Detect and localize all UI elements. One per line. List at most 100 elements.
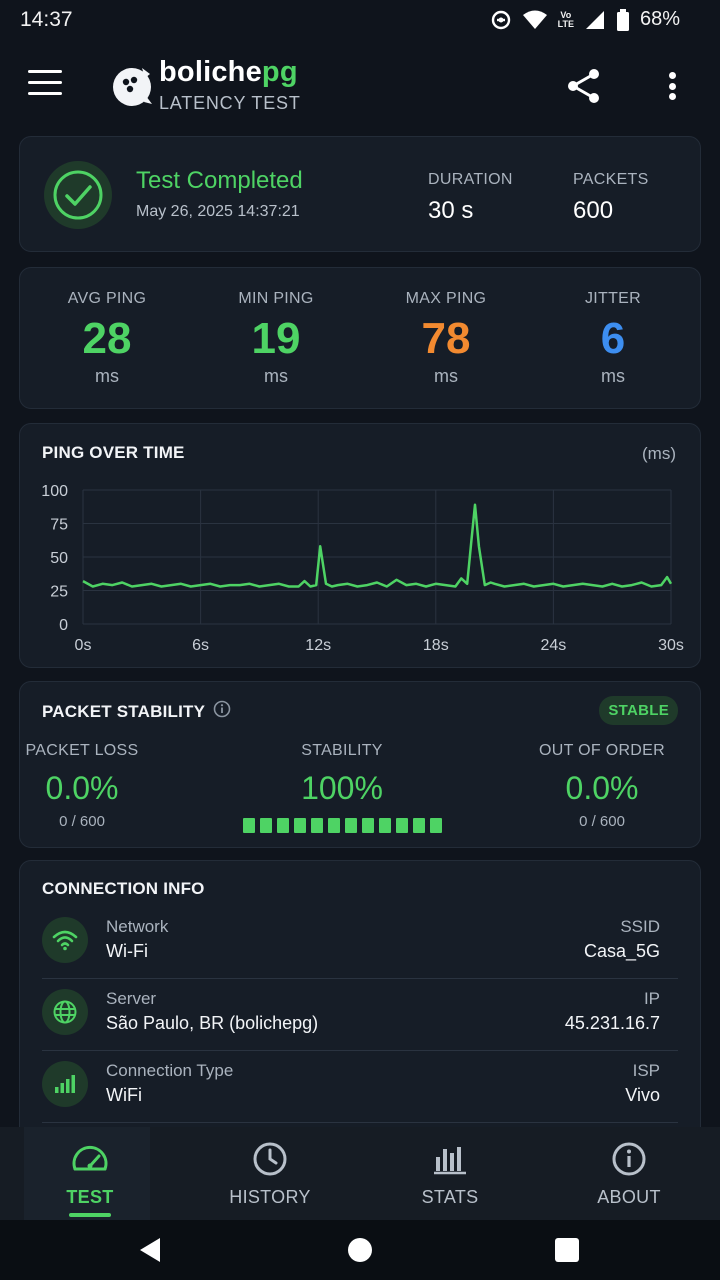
stability-meter (243, 818, 442, 833)
wifi-icon (42, 917, 88, 963)
ip-value: 45.231.16.7 (564, 1013, 660, 1033)
logo-icon (110, 64, 154, 108)
bottom-nav: TEST HISTORY STATS (0, 1127, 720, 1220)
network-value: Wi-Fi (106, 941, 148, 961)
stability-segment (413, 818, 425, 833)
status-bar: 14:37 Vo LTE 68% (0, 0, 720, 40)
battery-icon (616, 8, 630, 31)
out-of-order-value: 0.0% (565, 770, 639, 806)
avg-ping-stat: AVG PING 28 ms (22, 290, 192, 387)
chart-x-tick-label: 12s (305, 637, 331, 654)
connection-info-card: CONNECTION INFO Network Wi-Fi SSID Casa_… (19, 860, 701, 1150)
stability-segment (277, 818, 289, 833)
system-nav-bar (0, 1220, 720, 1280)
min-ping-unit: ms (264, 366, 288, 386)
stability-value: 100% (301, 770, 383, 806)
stability-segment (379, 818, 391, 833)
nav-tab-history[interactable]: HISTORY (200, 1127, 340, 1220)
volte-line1: Vo (560, 9, 572, 20)
app-bar: bolichepg LATENCY TEST (0, 52, 720, 124)
chart-series-line (82, 503, 673, 588)
stability-segment (430, 818, 442, 833)
chart-y-tick-label: 75 (50, 517, 68, 534)
globe-icon (42, 989, 88, 1035)
ssid-key: SSID (620, 917, 660, 936)
stability-title: PACKET STABILITY (42, 701, 206, 721)
isp-key: ISP (632, 1061, 660, 1080)
jitter-stat: JITTER 6 ms (528, 290, 698, 387)
max-ping-label: MAX PING (405, 290, 487, 307)
stats-icon (430, 1139, 470, 1179)
min-ping-label: MIN PING (238, 290, 314, 307)
info-icon[interactable] (213, 700, 231, 723)
stability-segment (328, 818, 340, 833)
connection-row-network: Network Wi-Fi SSID Casa_5G (42, 907, 678, 979)
nav-label-history: HISTORY (229, 1187, 311, 1207)
brand-name: bolichepg (159, 56, 298, 89)
back-icon[interactable] (136, 1236, 164, 1264)
speedometer-icon (70, 1139, 110, 1179)
brand-accent: pg (261, 56, 298, 88)
stability-segment (243, 818, 255, 833)
bar-chart-icon (42, 1061, 88, 1107)
active-tab-indicator (69, 1213, 111, 1217)
packet-stability-card: PACKET STABILITY STABLE PACKET LOSS 0.0%… (19, 681, 701, 848)
duration-value: 30 s (428, 197, 474, 224)
chart-x-tick-label: 0s (75, 637, 92, 654)
avg-ping-unit: ms (95, 366, 119, 386)
avg-ping-label: AVG PING (67, 290, 147, 307)
nav-label-test: TEST (66, 1187, 114, 1207)
max-ping-value: 78 (421, 314, 471, 363)
connection-row-server: Server São Paulo, BR (bolichepg) IP 45.2… (42, 979, 678, 1051)
brand-main: boliche (159, 56, 262, 88)
recents-icon[interactable] (553, 1236, 581, 1264)
nav-label-about: ABOUT (597, 1187, 661, 1207)
status-time: 14:37 (20, 8, 73, 31)
app-subtitle: LATENCY TEST (159, 93, 301, 113)
test-date: May 26, 2025 14:37:21 (136, 203, 300, 220)
jitter-unit: ms (601, 366, 625, 386)
chart-unit-label: (ms) (642, 444, 676, 463)
nav-tab-test[interactable]: TEST (20, 1127, 160, 1220)
volte-line2: LTE (557, 18, 574, 29)
packet-loss-value: 0.0% (45, 770, 119, 806)
ping-stats-card: AVG PING 28 ms MIN PING 19 ms MAX PING 7… (19, 267, 701, 409)
nav-tab-stats[interactable]: STATS (380, 1127, 520, 1220)
server-value: São Paulo, BR (bolichepg) (106, 1013, 319, 1033)
stability-segment (311, 818, 323, 833)
max-ping-unit: ms (434, 366, 458, 386)
stability-segment (294, 818, 306, 833)
nav-label-stats: STATS (421, 1187, 479, 1207)
avg-ping-value: 28 (82, 314, 132, 363)
packets-value: 600 (573, 197, 614, 224)
chart-y-tick-label: 50 (50, 550, 68, 567)
isp-value: Vivo (625, 1085, 660, 1105)
chart-x-tick-label: 18s (423, 637, 449, 654)
stability-segment (260, 818, 272, 833)
more-vert-icon[interactable] (660, 68, 684, 104)
nav-tab-about[interactable]: ABOUT (559, 1127, 699, 1220)
min-ping-value: 19 (251, 314, 301, 363)
share-icon[interactable] (566, 68, 602, 104)
packets-stat: PACKETS 600 (573, 171, 649, 225)
connection-type-value: WiFi (106, 1085, 142, 1105)
packet-loss-stat: PACKET LOSS 0.0% 0 / 600 (0, 742, 182, 830)
stability-segment (362, 818, 374, 833)
stability-segment (396, 818, 408, 833)
packets-label: PACKETS (573, 171, 649, 188)
packet-loss-label: PACKET LOSS (25, 742, 139, 759)
stable-badge: STABLE (599, 696, 678, 725)
server-key: Server (106, 989, 157, 1008)
ip-key: IP (643, 989, 660, 1008)
duration-label: DURATION (428, 171, 513, 188)
jitter-label: JITTER (584, 290, 642, 307)
clock-icon (250, 1139, 290, 1179)
data-saver-icon (490, 9, 512, 31)
home-icon[interactable] (346, 1236, 374, 1264)
check-circle-icon (44, 161, 112, 229)
chart-x-tick-label: 24s (541, 637, 567, 654)
ssid-value: Casa_5G (583, 941, 660, 961)
chart-x-tick-label: 6s (192, 637, 209, 654)
min-ping-stat: MIN PING 19 ms (191, 290, 361, 387)
menu-icon[interactable] (28, 70, 68, 104)
